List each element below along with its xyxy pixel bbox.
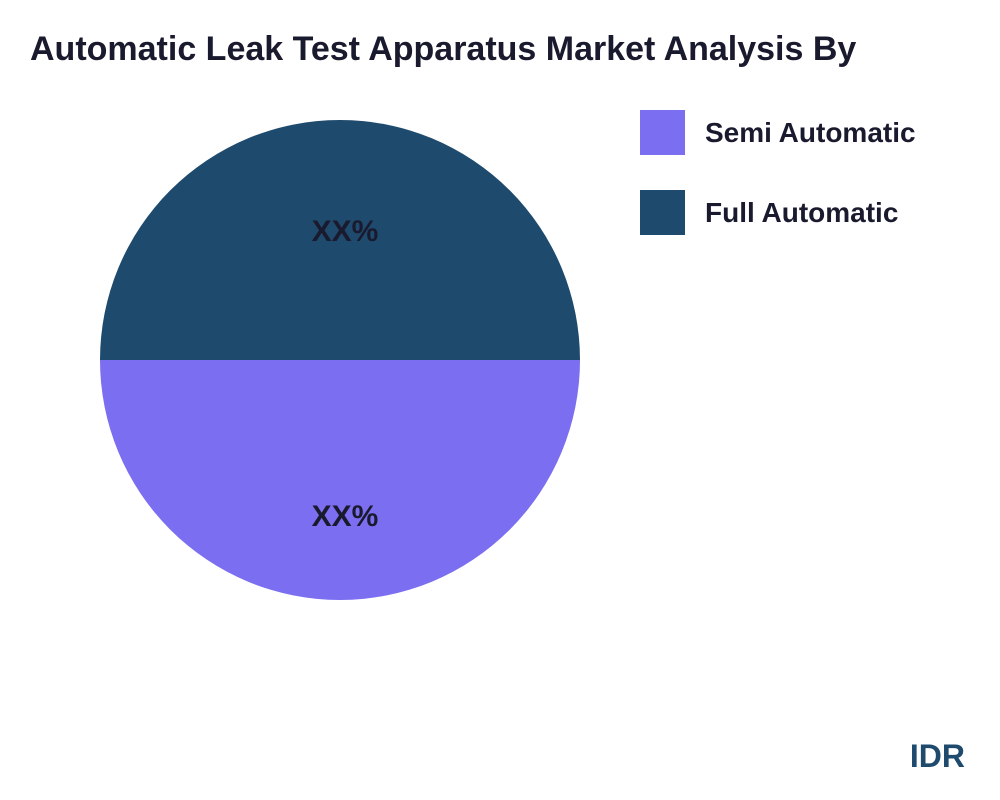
pie-chart-container: XX% XX%	[100, 120, 580, 600]
legend-label: Semi Automatic	[705, 117, 916, 149]
footer-brand: IDR	[910, 738, 965, 775]
legend-label: Full Automatic	[705, 197, 898, 229]
slice-label-bottom: XX%	[312, 500, 379, 534]
legend-item-full-automatic: Full Automatic	[640, 190, 916, 235]
slice-label-top: XX%	[312, 215, 379, 249]
chart-title: Automatic Leak Test Apparatus Market Ana…	[30, 30, 856, 69]
legend: Semi Automatic Full Automatic	[640, 110, 916, 270]
legend-item-semi-automatic: Semi Automatic	[640, 110, 916, 155]
legend-swatch	[640, 110, 685, 155]
legend-swatch	[640, 190, 685, 235]
